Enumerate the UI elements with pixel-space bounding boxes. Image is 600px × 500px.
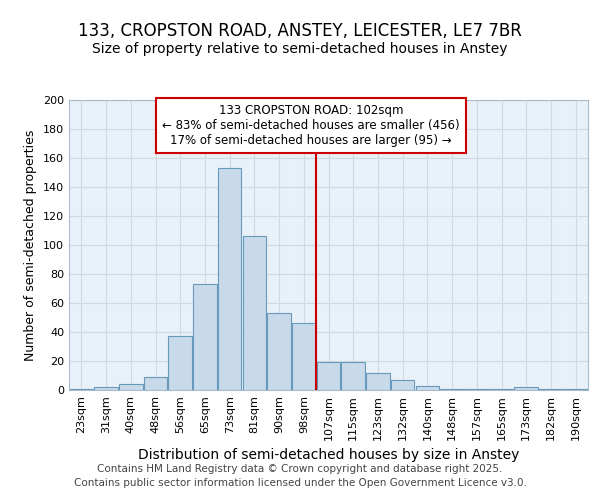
Text: Size of property relative to semi-detached houses in Anstey: Size of property relative to semi-detach… (92, 42, 508, 56)
Y-axis label: Number of semi-detached properties: Number of semi-detached properties (25, 130, 37, 360)
Bar (440, 388, 464, 390)
Bar (193, 284, 217, 390)
Bar (292, 324, 316, 390)
Bar (564, 388, 587, 390)
Bar (218, 168, 241, 390)
Bar (514, 387, 538, 390)
Bar (70, 388, 93, 390)
Bar (366, 372, 389, 390)
Bar (539, 388, 563, 390)
Bar (144, 377, 167, 390)
Bar (119, 384, 143, 390)
Bar (416, 386, 439, 390)
Bar (317, 362, 340, 390)
Bar (465, 388, 488, 390)
Bar (391, 380, 415, 390)
Text: 133 CROPSTON ROAD: 102sqm
← 83% of semi-detached houses are smaller (456)
17% of: 133 CROPSTON ROAD: 102sqm ← 83% of semi-… (163, 104, 460, 148)
Bar (268, 313, 291, 390)
Text: Contains HM Land Registry data © Crown copyright and database right 2025.
Contai: Contains HM Land Registry data © Crown c… (74, 464, 526, 487)
Bar (242, 236, 266, 390)
Bar (169, 336, 192, 390)
Bar (490, 388, 513, 390)
X-axis label: Distribution of semi-detached houses by size in Anstey: Distribution of semi-detached houses by … (138, 448, 519, 462)
Bar (341, 362, 365, 390)
Text: 133, CROPSTON ROAD, ANSTEY, LEICESTER, LE7 7BR: 133, CROPSTON ROAD, ANSTEY, LEICESTER, L… (78, 22, 522, 40)
Bar (94, 387, 118, 390)
